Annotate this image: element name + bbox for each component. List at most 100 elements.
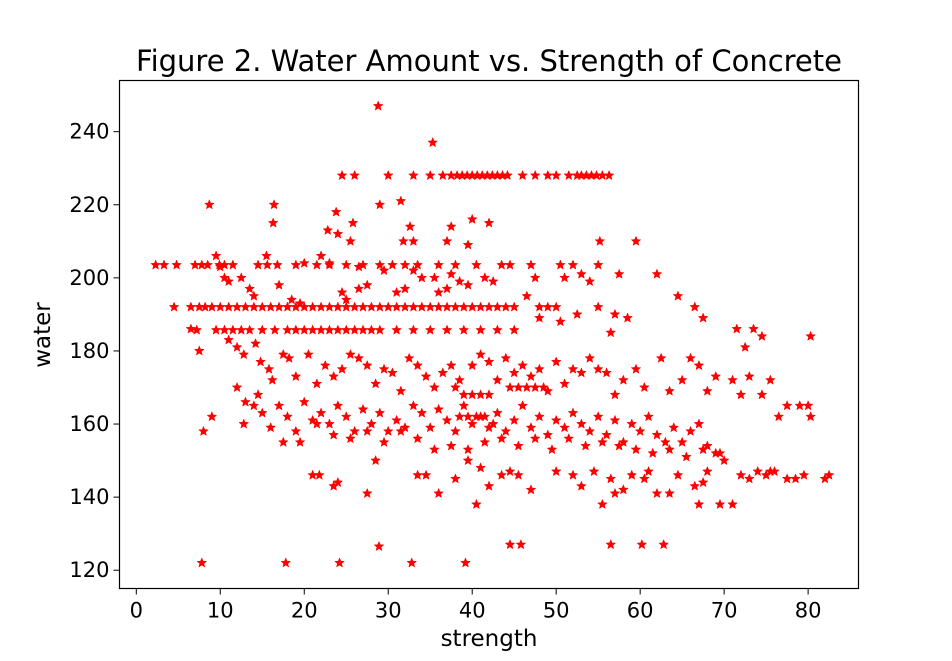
x-axis-label: strength (441, 626, 538, 652)
data-point (286, 294, 298, 305)
data-point (347, 217, 359, 228)
data-point (416, 407, 428, 418)
data-point (636, 538, 648, 550)
data-point (349, 169, 361, 181)
data-point (805, 411, 817, 422)
data-point (479, 436, 491, 447)
data-point (345, 235, 356, 246)
data-point (685, 425, 696, 436)
data-point (533, 363, 545, 374)
data-point (265, 422, 277, 433)
data-point (420, 370, 432, 382)
data-point (203, 199, 215, 210)
data-point (370, 454, 382, 466)
y-tick-label: 240 (69, 120, 109, 144)
data-point (592, 259, 604, 270)
data-points (150, 100, 835, 568)
data-point (277, 348, 289, 360)
x-tick-label: 40 (459, 599, 486, 623)
data-point (462, 239, 474, 250)
data-point (735, 469, 747, 480)
data-point (487, 275, 499, 287)
data-point (550, 169, 562, 181)
data-point (196, 557, 208, 568)
data-point (781, 400, 793, 411)
y-axis-label: water (30, 302, 56, 368)
data-point (680, 451, 692, 462)
data-point (361, 359, 373, 371)
data-point (408, 400, 419, 411)
data-point (685, 352, 696, 363)
data-point (374, 259, 386, 270)
data-point (328, 370, 340, 382)
data-point (550, 414, 562, 425)
data-point (374, 324, 386, 335)
data-point (458, 400, 470, 411)
data-point (395, 425, 407, 436)
data-point (718, 454, 730, 466)
data-point (773, 411, 785, 422)
data-point (357, 403, 369, 415)
data-point (529, 272, 541, 283)
data-point (372, 100, 384, 111)
data-point (412, 359, 424, 371)
data-point (638, 381, 650, 393)
plot-frame (118, 79, 860, 590)
data-point (450, 425, 461, 436)
data-point (651, 268, 663, 279)
data-point (248, 290, 260, 301)
data-point (336, 363, 348, 374)
data-point (756, 330, 768, 341)
data-point (664, 443, 675, 455)
data-point (210, 250, 222, 261)
data-point (340, 411, 352, 422)
data-point (609, 308, 621, 319)
data-point (268, 199, 280, 210)
data-point (630, 235, 642, 246)
data-point (311, 378, 323, 389)
data-point (764, 465, 776, 477)
data-point (408, 324, 419, 335)
data-point (408, 264, 419, 276)
data-point (336, 169, 348, 181)
data-point (672, 469, 684, 480)
data-point (345, 432, 356, 444)
data-point (340, 259, 352, 270)
data-point (462, 443, 474, 455)
data-point (424, 422, 436, 433)
data-point (290, 259, 302, 270)
data-point (158, 259, 170, 270)
data-point (735, 389, 747, 400)
data-point (693, 498, 705, 510)
data-point (255, 356, 266, 367)
data-point (550, 356, 562, 367)
data-point (334, 557, 345, 568)
data-point (403, 352, 415, 363)
data-point (605, 538, 617, 550)
data-point (626, 418, 638, 429)
data-point (408, 169, 419, 181)
data-point (592, 363, 604, 374)
data-point (429, 381, 440, 393)
data-point (483, 217, 495, 228)
data-point (315, 407, 327, 418)
data-point (466, 359, 478, 371)
data-point (727, 498, 738, 510)
data-point (311, 418, 323, 429)
data-point (294, 436, 306, 447)
data-point (433, 487, 445, 499)
data-point (651, 487, 663, 499)
data-point (802, 400, 814, 411)
data-point (609, 487, 621, 499)
data-point (594, 235, 606, 246)
data-point (382, 169, 394, 181)
data-point (429, 443, 440, 455)
data-point (575, 268, 587, 279)
data-point (567, 363, 579, 374)
data-point (261, 259, 273, 270)
data-point (689, 301, 701, 312)
data-point (559, 378, 570, 389)
data-point (256, 324, 268, 335)
data-point (567, 259, 579, 270)
